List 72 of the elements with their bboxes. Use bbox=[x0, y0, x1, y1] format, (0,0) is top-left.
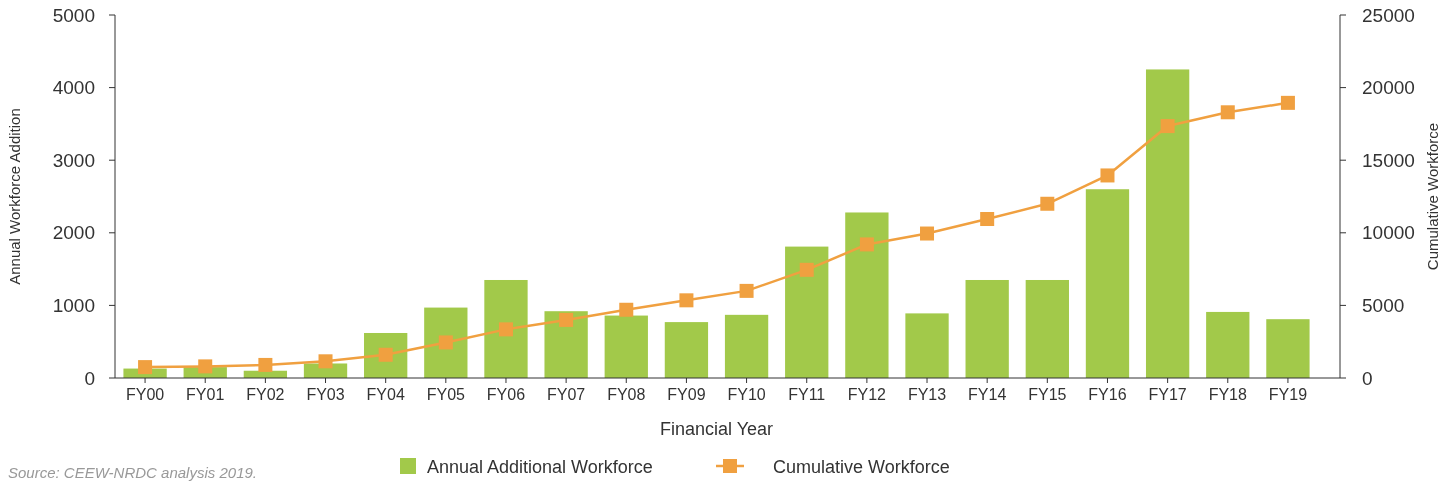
x-tick-label: FY05 bbox=[426, 386, 466, 403]
x-tick-label: FY09 bbox=[667, 386, 706, 403]
y-tick-label: 4000 bbox=[52, 77, 95, 99]
point bbox=[679, 293, 694, 308]
bar bbox=[1085, 189, 1130, 378]
y2-tick-label: 20000 bbox=[1362, 77, 1415, 99]
x-tick-label: FY00 bbox=[125, 386, 165, 403]
source-note: Source: CEEW-NRDC analysis 2019. bbox=[8, 464, 257, 481]
bar bbox=[845, 212, 889, 378]
point bbox=[498, 322, 513, 337]
point bbox=[859, 237, 874, 252]
bar bbox=[785, 246, 829, 378]
x-tick-label: FY03 bbox=[306, 386, 345, 403]
bar bbox=[1266, 319, 1310, 378]
x-tick-label: FY10 bbox=[727, 386, 766, 403]
bar bbox=[544, 311, 588, 378]
bar bbox=[424, 307, 468, 378]
point bbox=[559, 312, 574, 327]
point bbox=[739, 283, 754, 298]
legend-label: Cumulative Workforce bbox=[773, 457, 950, 477]
x-axis-title: Financial Year bbox=[659, 419, 774, 439]
legend-label: Annual Additional Workforce bbox=[427, 457, 653, 477]
x-tick-label: FY15 bbox=[1028, 386, 1067, 403]
point bbox=[799, 262, 814, 277]
y-tick-label: 5000 bbox=[52, 4, 95, 26]
point bbox=[980, 212, 995, 227]
point bbox=[1220, 105, 1235, 120]
x-tick-label: FY01 bbox=[186, 386, 225, 403]
x-tick-label: FY14 bbox=[968, 386, 1007, 403]
y2-tick-label: 0 bbox=[1362, 367, 1373, 389]
point bbox=[258, 357, 273, 372]
x-tick-label: FY12 bbox=[847, 386, 887, 403]
x-tick-label: FY16 bbox=[1088, 386, 1127, 403]
bar bbox=[1025, 279, 1069, 378]
y2-axis-title: Cumulative Workforce bbox=[1424, 122, 1441, 271]
y-tick-label: 3000 bbox=[52, 149, 95, 171]
y-tick-label: 2000 bbox=[52, 222, 95, 244]
bar bbox=[1145, 69, 1190, 378]
bar bbox=[1206, 311, 1250, 378]
point bbox=[619, 302, 634, 317]
point bbox=[198, 359, 213, 374]
x-tick-label: FY08 bbox=[607, 386, 646, 403]
bar bbox=[905, 313, 949, 378]
y2-tick-label: 15000 bbox=[1362, 149, 1415, 171]
y2-tick-label: 25000 bbox=[1362, 4, 1415, 26]
point bbox=[920, 226, 935, 241]
x-tick-label: FY13 bbox=[907, 386, 947, 403]
x-tick-label: FY06 bbox=[486, 386, 526, 403]
y-tick-label: 0 bbox=[84, 367, 95, 389]
x-tick-label: FY02 bbox=[246, 386, 285, 403]
bar bbox=[604, 315, 648, 378]
point bbox=[438, 335, 453, 350]
x-tick-label: FY18 bbox=[1208, 386, 1247, 403]
y2-tick-label: 5000 bbox=[1362, 295, 1405, 317]
x-tick-label: FY17 bbox=[1148, 386, 1187, 403]
point bbox=[318, 354, 333, 369]
bar bbox=[484, 279, 528, 378]
x-tick-label: FY07 bbox=[547, 386, 586, 403]
point bbox=[1280, 95, 1295, 110]
x-tick-label: FY19 bbox=[1268, 386, 1308, 403]
y-tick-label: 1000 bbox=[52, 295, 95, 317]
bar bbox=[965, 279, 1009, 378]
x-tick-label: FY11 bbox=[788, 386, 826, 403]
point bbox=[138, 360, 153, 375]
x-tick-label: FY04 bbox=[366, 386, 405, 403]
y2-tick-label: 10000 bbox=[1362, 222, 1415, 244]
bar bbox=[724, 314, 769, 378]
point bbox=[1160, 119, 1175, 134]
point bbox=[1100, 168, 1115, 183]
point bbox=[1040, 196, 1055, 211]
bar bbox=[664, 322, 709, 378]
y-axis-title: Annual Workforce Addition bbox=[6, 108, 23, 285]
